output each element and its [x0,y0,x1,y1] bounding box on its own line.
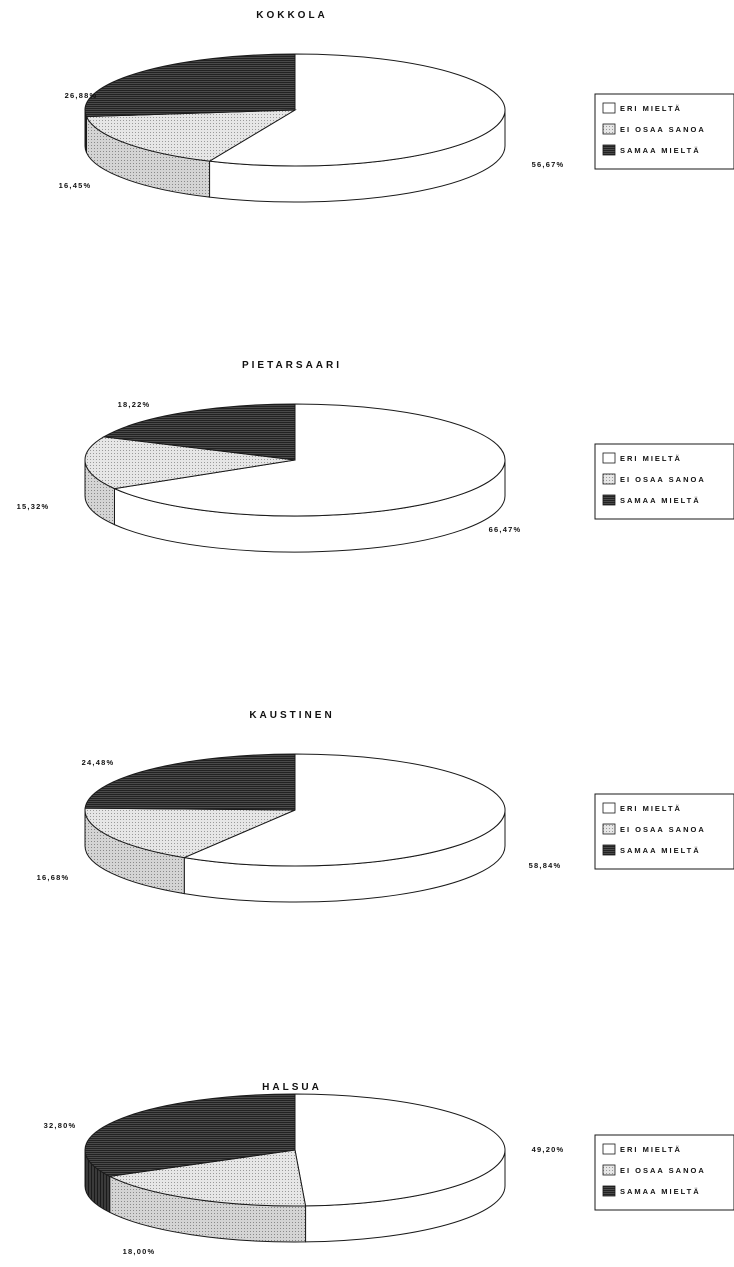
pie-slice-samaa-mielta [84,753,296,811]
legend-label: ERI MIELTÄ [620,1145,682,1154]
legend-swatch [602,494,616,506]
pie-slice-eri-mielta [294,1093,506,1207]
legend-frame [594,793,734,870]
legend-frame [594,93,734,170]
legend-swatch [602,1143,616,1155]
data-label: 18,22% [118,400,151,409]
data-label: 49,20% [532,1145,565,1154]
legend-label: EI OSAA SANOA [620,825,706,834]
legend-label: EI OSAA SANOA [620,125,706,134]
legend-label: SAMAA MIELTÄ [620,146,701,155]
pie-slice-samaa-mielta [84,1093,296,1177]
pie-chart-halsua: HALSUA 49,20% 18,00% 32,80% ERI MIELTÄ EI OSA… [44,1082,734,1256]
legend-label: SAMAA MIELTÄ [620,846,701,855]
chart-title: HALSUA [262,1082,322,1093]
data-label: 56,67% [532,160,565,169]
legend-swatch [602,452,616,464]
legend-frame [594,443,734,520]
legend-swatch [602,823,616,835]
legend-frame [594,1134,734,1211]
legend-label: ERI MIELTÄ [620,804,682,813]
legend-label: EI OSAA SANOA [620,1166,706,1175]
legend-label: EI OSAA SANOA [620,475,706,484]
pie-slice-eri-mielta [182,753,506,867]
pie-slice-ei-osaa-sanoa [85,109,297,162]
data-label: 26,88% [65,91,98,100]
chart-title: PIETARSAARI [242,360,342,371]
pie-slice-samaa-mielta [102,403,296,461]
legend-label: SAMAA MIELTÄ [620,1187,701,1196]
pie-slice-ei-osaa-sanoa [108,1149,307,1207]
pie-slice-eri-mielta [208,53,506,167]
data-label: 16,68% [37,873,70,882]
legend-swatch [602,1185,616,1197]
legend-swatch [602,1164,616,1176]
legend-swatch [602,844,616,856]
data-label: 58,84% [529,861,562,870]
pie-slice-ei-osaa-sanoa [84,807,296,859]
pie-chart-kaustinen: KAUSTINEN 58,84% 16,68% 24,48% ERI MIELTÄ EI … [37,710,734,903]
data-label: 16,45% [59,181,92,190]
pie-slice-eri-mielta [112,403,506,517]
chart-title: KOKKOLA [256,10,328,21]
legend-label: ERI MIELTÄ [620,454,682,463]
legend: ERI MIELTÄ EI OSAA SANOA SAMAA MIELTÄ [594,1134,734,1211]
data-label: 18,00% [123,1247,156,1256]
pie-slice-samaa-mielta [84,53,296,118]
legend: ERI MIELTÄ EI OSAA SANOA SAMAA MIELTÄ [594,93,734,170]
legend-swatch [602,123,616,135]
pie-chart-kokkola: KOKKOLA 56,67% 16,45% 26,88% ERI MIELTÄ EI OS… [59,10,734,203]
legend-swatch [602,473,616,485]
legend-swatch [602,802,616,814]
chart-title: KAUSTINEN [249,710,334,721]
legend-swatch [602,102,616,114]
data-label: 32,80% [44,1121,77,1130]
legend-label: ERI MIELTÄ [620,104,682,113]
legend-swatch [602,144,616,156]
data-label: 15,32% [17,502,50,511]
pie-slice-ei-osaa-sanoa [84,436,296,490]
data-label: 24,48% [82,758,115,767]
legend: ERI MIELTÄ EI OSAA SANOA SAMAA MIELTÄ [594,443,734,520]
legend: ERI MIELTÄ EI OSAA SANOA SAMAA MIELTÄ [594,793,734,870]
legend-label: SAMAA MIELTÄ [620,496,701,505]
data-label: 66,47% [489,525,522,534]
